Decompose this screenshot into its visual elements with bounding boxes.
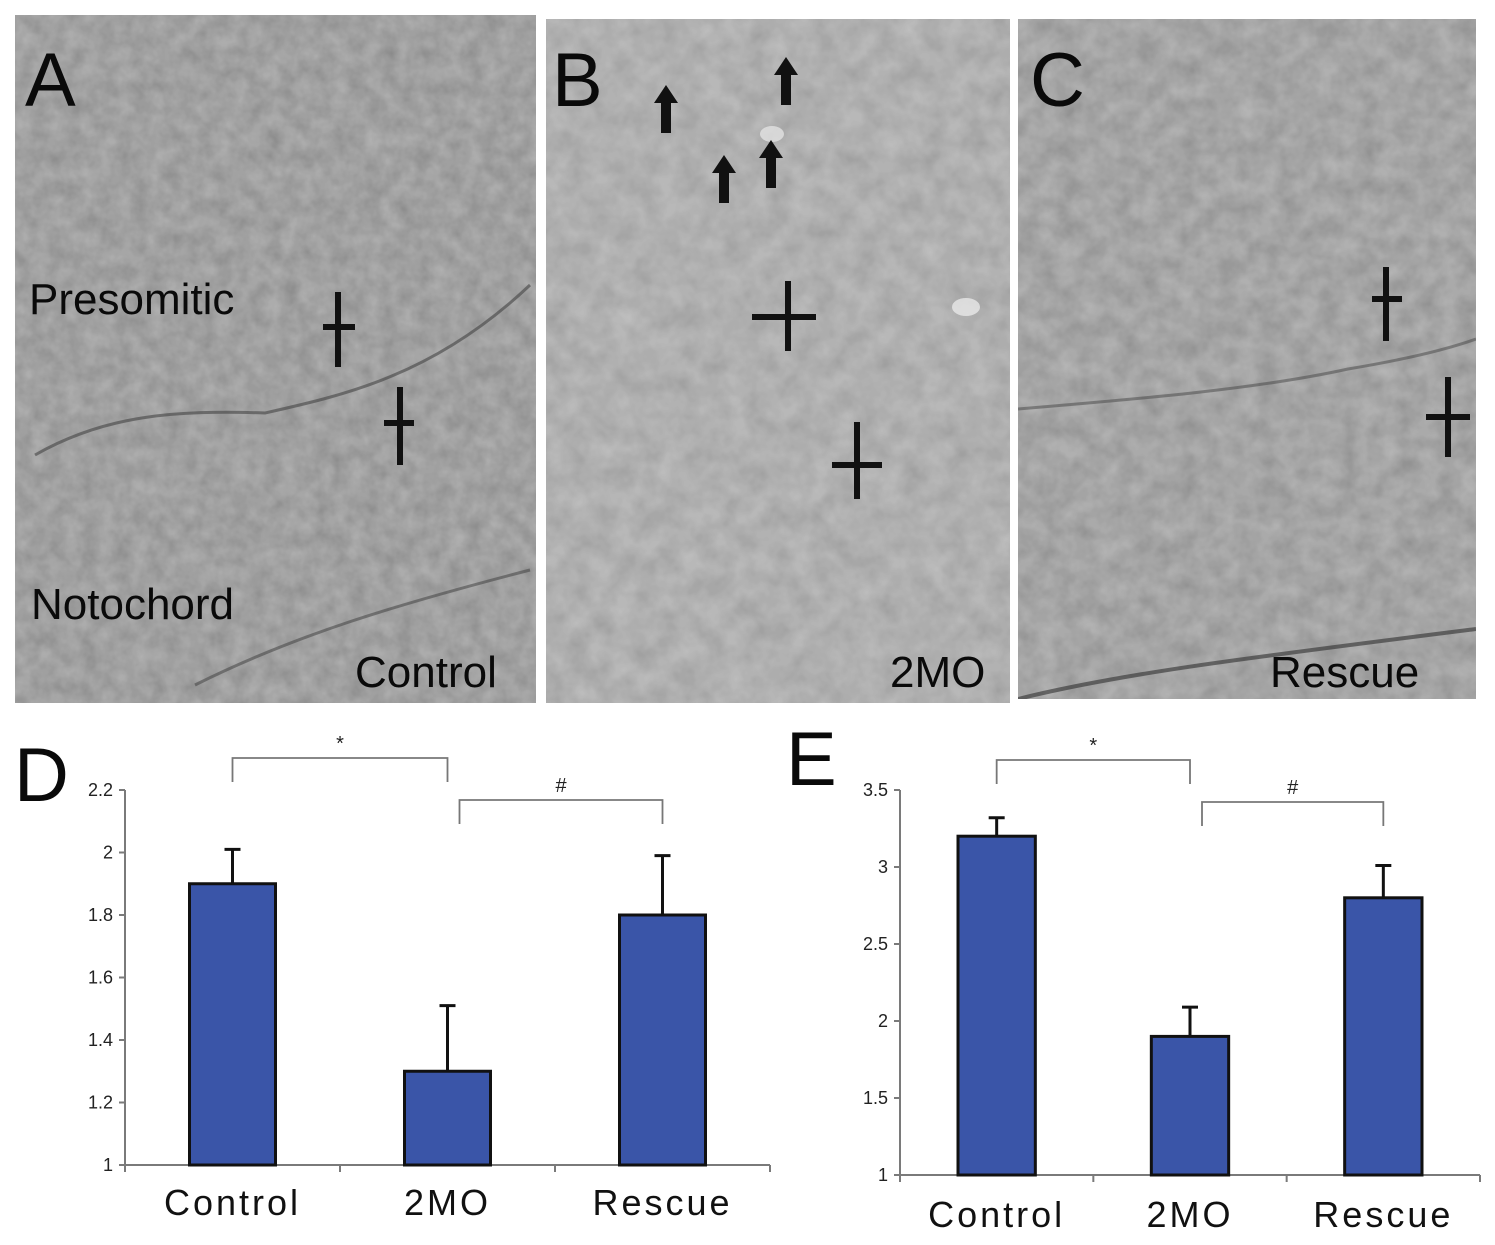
significance-bracket	[1201, 801, 1385, 826]
y-tick-label: 1	[878, 1165, 888, 1185]
x-category-label: 2MO	[1146, 1194, 1233, 1235]
y-tick-label: 1.6	[88, 968, 113, 988]
panel-caption-a: Control	[355, 648, 497, 697]
panel-caption-b: 2MO	[890, 648, 986, 697]
y-tick-label: 3	[878, 857, 888, 877]
bar-control	[956, 834, 1037, 1177]
significance-symbol: #	[1287, 777, 1299, 799]
boundary-marker	[832, 422, 882, 499]
boundary-marker	[1372, 267, 1402, 341]
y-tick-label: 1.5	[863, 1088, 888, 1108]
arrow-marker	[654, 85, 678, 133]
region-label-presomitic: Presomitic	[29, 275, 235, 324]
significance-bracket	[995, 759, 1191, 784]
y-tick-label: 1.8	[88, 905, 113, 925]
panel-letter-c: C	[1030, 38, 1085, 123]
y-tick-label: 1.4	[88, 1030, 113, 1050]
panel-letter-d: D	[14, 733, 69, 818]
significance-symbol: *	[336, 733, 344, 755]
boundary-marker	[384, 387, 414, 465]
micrograph-image-a	[15, 15, 536, 703]
arrow-marker	[774, 57, 798, 105]
significance-bracket	[231, 757, 449, 782]
bar-control	[188, 882, 277, 1167]
region-label-notochord: Notochord	[31, 580, 235, 629]
bar-rescue	[1343, 896, 1424, 1177]
boundary-marker	[752, 281, 816, 351]
arrow-marker	[759, 140, 783, 188]
y-tick-label: 2.2	[88, 780, 113, 800]
y-tick-label: 2	[878, 1011, 888, 1031]
panel-letter-e: E	[786, 717, 837, 802]
panel-caption-c: Rescue	[1270, 648, 1420, 697]
y-tick-label: 1	[103, 1155, 113, 1175]
significance-bracket	[458, 799, 664, 824]
boundary-marker	[323, 292, 355, 367]
bar-rescue	[618, 913, 707, 1167]
arrow-marker	[712, 155, 736, 203]
panel-letter-b: B	[552, 38, 603, 123]
micrograph-panel-a: A Presomitic Notochord Control	[15, 15, 536, 703]
y-tick-label: 1.2	[88, 1093, 113, 1113]
micrograph-panel-b: B 2MO	[546, 19, 1010, 703]
panel-letter-a: A	[25, 38, 76, 123]
y-tick-label: 3.5	[863, 780, 888, 800]
micrograph-image-c	[1018, 19, 1476, 699]
y-tick-label: 2	[103, 843, 113, 863]
bar-2mo	[1149, 1034, 1231, 1177]
boundary-marker	[1426, 377, 1470, 457]
x-category-label: 2MO	[404, 1182, 491, 1223]
x-category-label: Rescue	[592, 1182, 732, 1223]
x-category-label: Control	[928, 1194, 1065, 1235]
bar-2mo	[403, 1069, 492, 1167]
micrograph-image-b	[546, 19, 1010, 703]
y-tick-label: 2.5	[863, 934, 888, 954]
x-category-label: Control	[164, 1182, 301, 1223]
significance-symbol: *	[1089, 735, 1097, 757]
x-category-label: Rescue	[1313, 1194, 1453, 1235]
micrograph-panel-c: C Rescue	[1018, 19, 1476, 699]
significance-symbol: #	[555, 775, 567, 797]
